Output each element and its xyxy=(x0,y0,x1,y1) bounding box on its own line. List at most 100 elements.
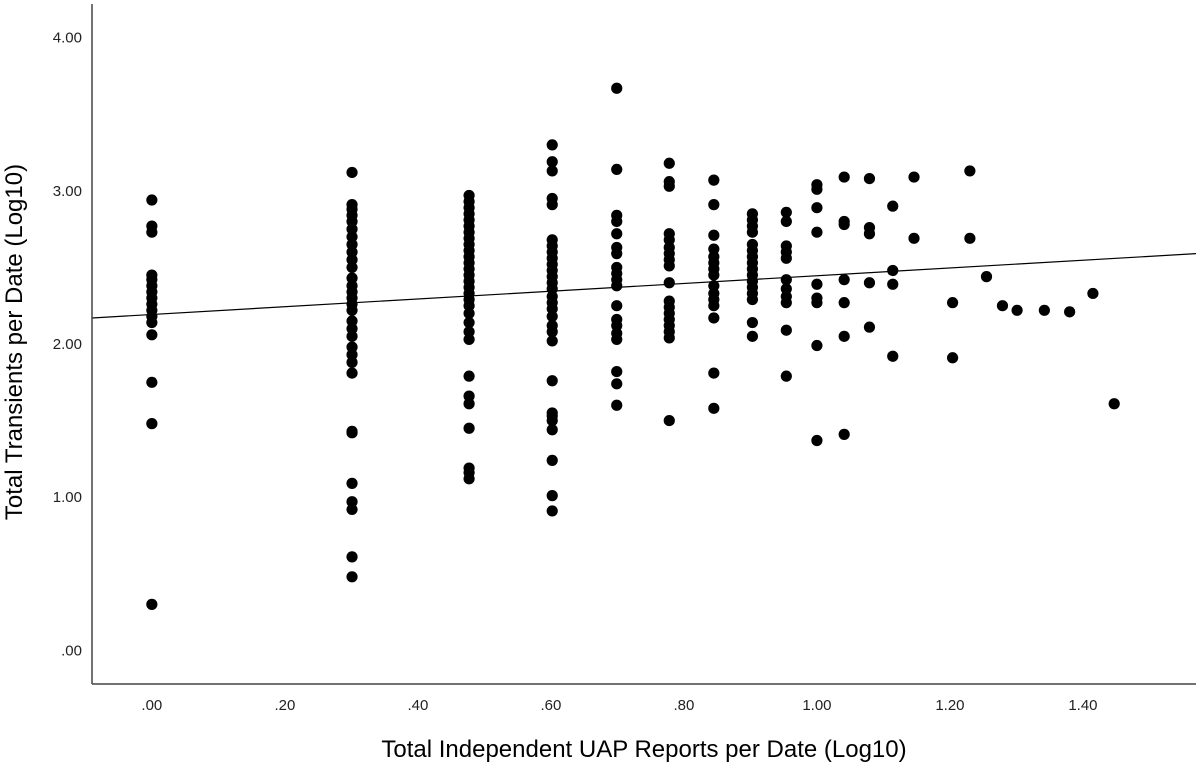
data-point xyxy=(546,326,558,338)
data-point xyxy=(780,252,792,264)
data-point xyxy=(887,278,899,290)
x-tick-label: 1.00 xyxy=(802,697,831,714)
data-point xyxy=(346,477,358,489)
data-point xyxy=(546,310,558,323)
data-point xyxy=(346,503,358,516)
data-point xyxy=(663,234,675,246)
data-point xyxy=(1011,304,1023,316)
y-tick-label: 1.00 xyxy=(53,489,82,506)
data-point xyxy=(546,505,558,517)
data-point xyxy=(811,297,823,309)
data-point xyxy=(811,202,823,214)
data-point xyxy=(863,321,876,333)
data-point xyxy=(611,378,623,390)
data-point xyxy=(780,283,792,295)
data-point xyxy=(346,215,358,228)
data-point xyxy=(708,300,720,312)
data-point xyxy=(546,156,558,168)
data-point xyxy=(546,490,558,502)
data-point xyxy=(838,297,850,309)
data-point xyxy=(863,277,876,289)
x-tick-label: .60 xyxy=(540,697,561,714)
data-point xyxy=(346,330,358,342)
data-point xyxy=(463,398,475,410)
data-point xyxy=(964,232,976,244)
y-tick-label: 3.00 xyxy=(53,183,82,200)
data-point xyxy=(146,418,158,430)
data-point xyxy=(838,171,850,183)
data-point xyxy=(146,226,158,238)
data-point xyxy=(746,293,759,306)
data-point xyxy=(463,390,475,402)
data-point xyxy=(463,316,475,329)
data-point xyxy=(546,335,558,347)
data-point xyxy=(838,218,850,231)
y-axis-title: Total Transients per Date (Log10) xyxy=(1,164,28,520)
data-point xyxy=(780,274,792,286)
data-point xyxy=(146,598,158,610)
data-point xyxy=(346,261,358,274)
data-point xyxy=(346,427,358,439)
data-point xyxy=(663,180,675,192)
data-point xyxy=(611,333,623,346)
data-point xyxy=(663,157,675,169)
data-point xyxy=(546,424,558,436)
data-point xyxy=(780,206,792,218)
data-point xyxy=(780,324,792,336)
data-point xyxy=(887,200,899,212)
data-point xyxy=(708,280,720,292)
data-point xyxy=(546,165,558,177)
data-point xyxy=(463,326,475,338)
y-tick-label: 4.00 xyxy=(53,30,82,47)
data-point xyxy=(611,215,623,228)
data-point xyxy=(546,303,558,315)
data-point xyxy=(611,365,623,378)
data-point xyxy=(838,274,850,286)
data-point xyxy=(708,312,720,324)
x-tick-label: 1.40 xyxy=(1068,697,1097,714)
data-point xyxy=(663,277,675,289)
data-point xyxy=(708,199,720,211)
data-point xyxy=(346,223,358,235)
data-point xyxy=(946,297,959,309)
data-point xyxy=(346,496,358,508)
axes xyxy=(91,4,1196,685)
data-point xyxy=(546,199,558,211)
data-point xyxy=(780,215,792,228)
data-point xyxy=(611,248,623,260)
data-point xyxy=(346,323,358,335)
data-point xyxy=(611,300,623,312)
data-point xyxy=(463,422,475,434)
data-point xyxy=(811,339,823,352)
data-point xyxy=(546,283,558,295)
data-point xyxy=(946,352,959,364)
data-point xyxy=(463,307,475,319)
data-point xyxy=(964,165,976,177)
data-point xyxy=(346,272,358,284)
data-point xyxy=(980,271,993,283)
data-point xyxy=(663,260,675,272)
data-point xyxy=(346,254,358,266)
fit-line xyxy=(91,253,1197,319)
x-tick-label: .40 xyxy=(407,697,428,714)
data-point xyxy=(780,370,792,382)
data-point xyxy=(1108,398,1120,410)
data-point xyxy=(611,399,623,411)
data-point xyxy=(611,82,623,94)
data-point xyxy=(463,333,475,346)
data-point xyxy=(346,551,358,563)
data-point xyxy=(811,278,823,290)
data-point xyxy=(463,370,475,382)
data-point xyxy=(611,228,623,240)
data-point xyxy=(908,171,920,183)
data-point xyxy=(1087,287,1099,300)
x-axis-title: Total Independent UAP Reports per Date (… xyxy=(381,736,906,763)
data-point xyxy=(346,341,358,353)
data-point xyxy=(887,264,899,277)
data-point xyxy=(811,183,823,195)
tick-labels: .00 .20 .40 .60 .80 1.00 1.20 1.40 .00 1.00 2.00 3.… xyxy=(53,30,1098,714)
data-point xyxy=(863,228,876,240)
data-point xyxy=(708,402,720,414)
data-point xyxy=(546,414,558,427)
